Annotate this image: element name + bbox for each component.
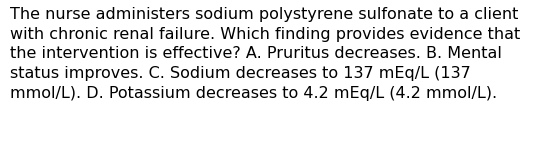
Text: The nurse administers sodium polystyrene sulfonate to a client
with chronic rena: The nurse administers sodium polystyrene… xyxy=(10,7,520,101)
